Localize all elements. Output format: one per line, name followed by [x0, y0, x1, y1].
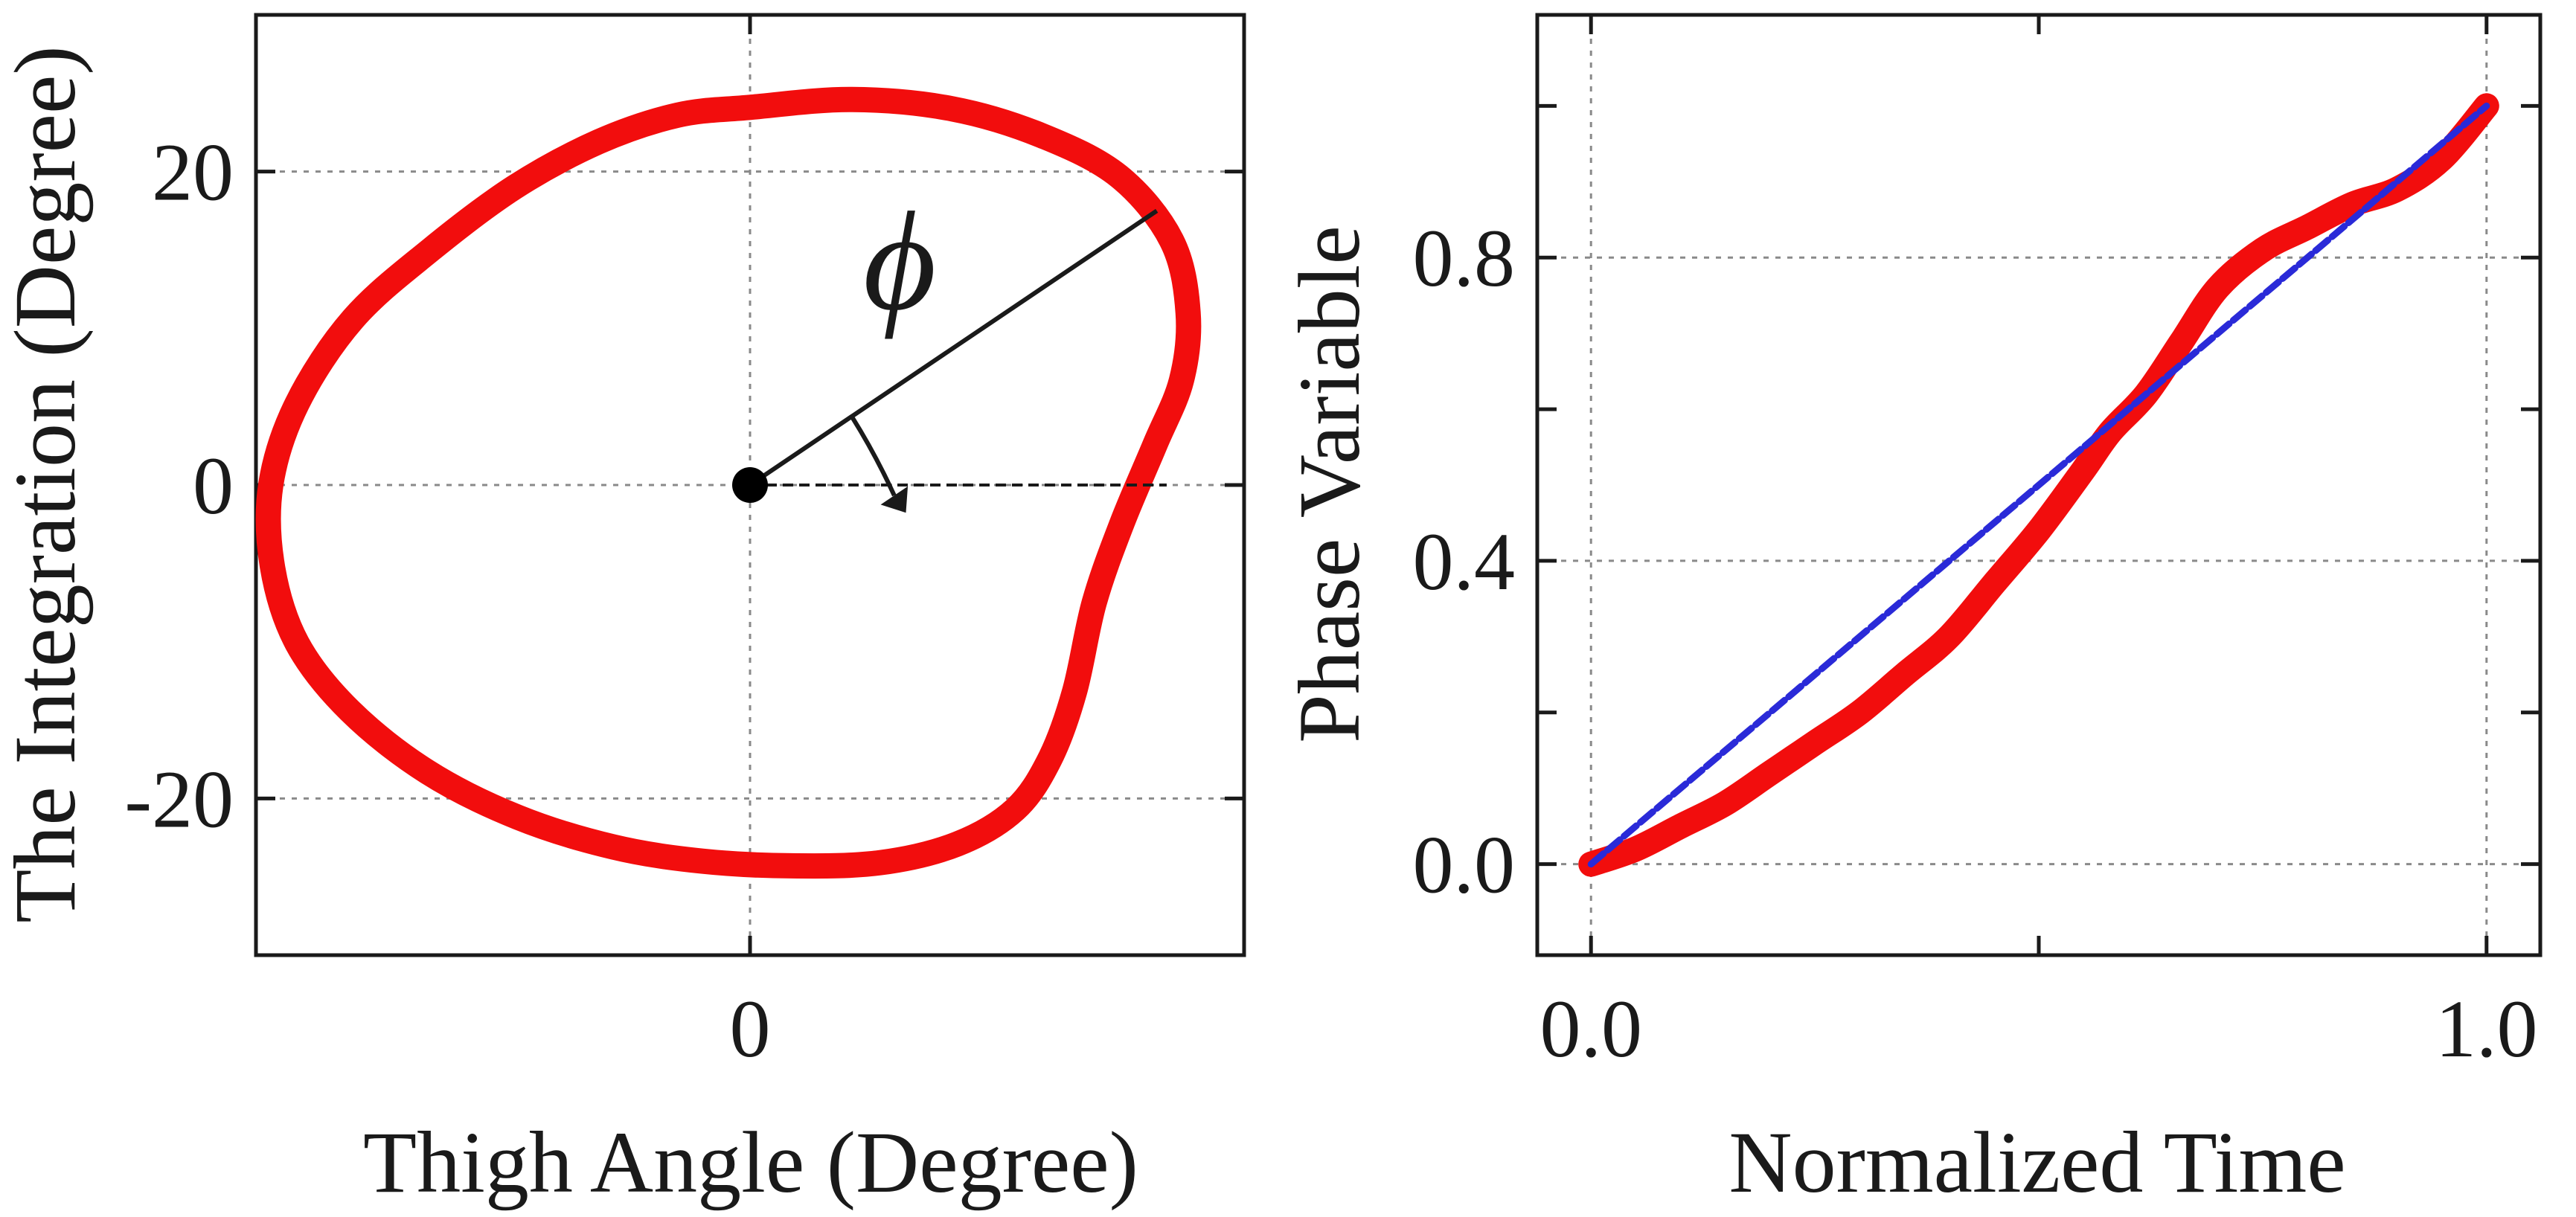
right-x-axis-title: Normalized Time [1728, 1114, 2345, 1211]
right-series-linear-reference-line [1587, 102, 2490, 868]
right-y-tick-label: 0.8 [1413, 213, 1516, 304]
right-tick-labels: 0.0 1.0 0.0 0.4 0.8 [1413, 213, 2538, 1074]
left-y-tick-label: -20 [124, 754, 234, 844]
phi-annotation: ϕ [732, 184, 1167, 513]
phi-radius-line [749, 208, 1159, 487]
left-y-tick-label: 20 [152, 127, 234, 218]
right-y-tick-label: 0.4 [1413, 516, 1516, 607]
phi-arrowhead [880, 486, 909, 513]
phi-origin-dot [732, 467, 768, 503]
right-chart-phase-variable: 0.0 1.0 0.0 0.4 0.8 Normalized Time Phase Va… [1281, 13, 2543, 1211]
left-tick-labels: 0 -20 0 20 [124, 127, 770, 1074]
right-y-tick-label: 0.0 [1413, 820, 1516, 911]
phi-direction-arrow [850, 415, 897, 497]
left-chart-phase-portrait: 0 -20 0 20 ϕ Thigh Angle (Degree) The Integ… [0, 13, 1246, 1211]
left-y-axis-title: The Integration (Degree) [0, 45, 94, 922]
right-x-tick-label: 1.0 [2435, 983, 2538, 1074]
phi-label: ϕ [863, 184, 936, 340]
right-series-phase-variable-line [1578, 93, 2499, 877]
left-x-axis-title: Thigh Angle (Degree) [363, 1114, 1138, 1211]
left-y-tick-label: 0 [193, 440, 234, 531]
right-grid [1537, 15, 2540, 955]
right-x-tick-label: 0.0 [1539, 983, 1642, 1074]
left-x-tick-label: 0 [730, 983, 771, 1074]
right-y-axis-title: Phase Variable [1281, 225, 1378, 743]
right-ticks [1537, 15, 2540, 955]
left-series-phase-portrait-curve [255, 86, 1202, 879]
